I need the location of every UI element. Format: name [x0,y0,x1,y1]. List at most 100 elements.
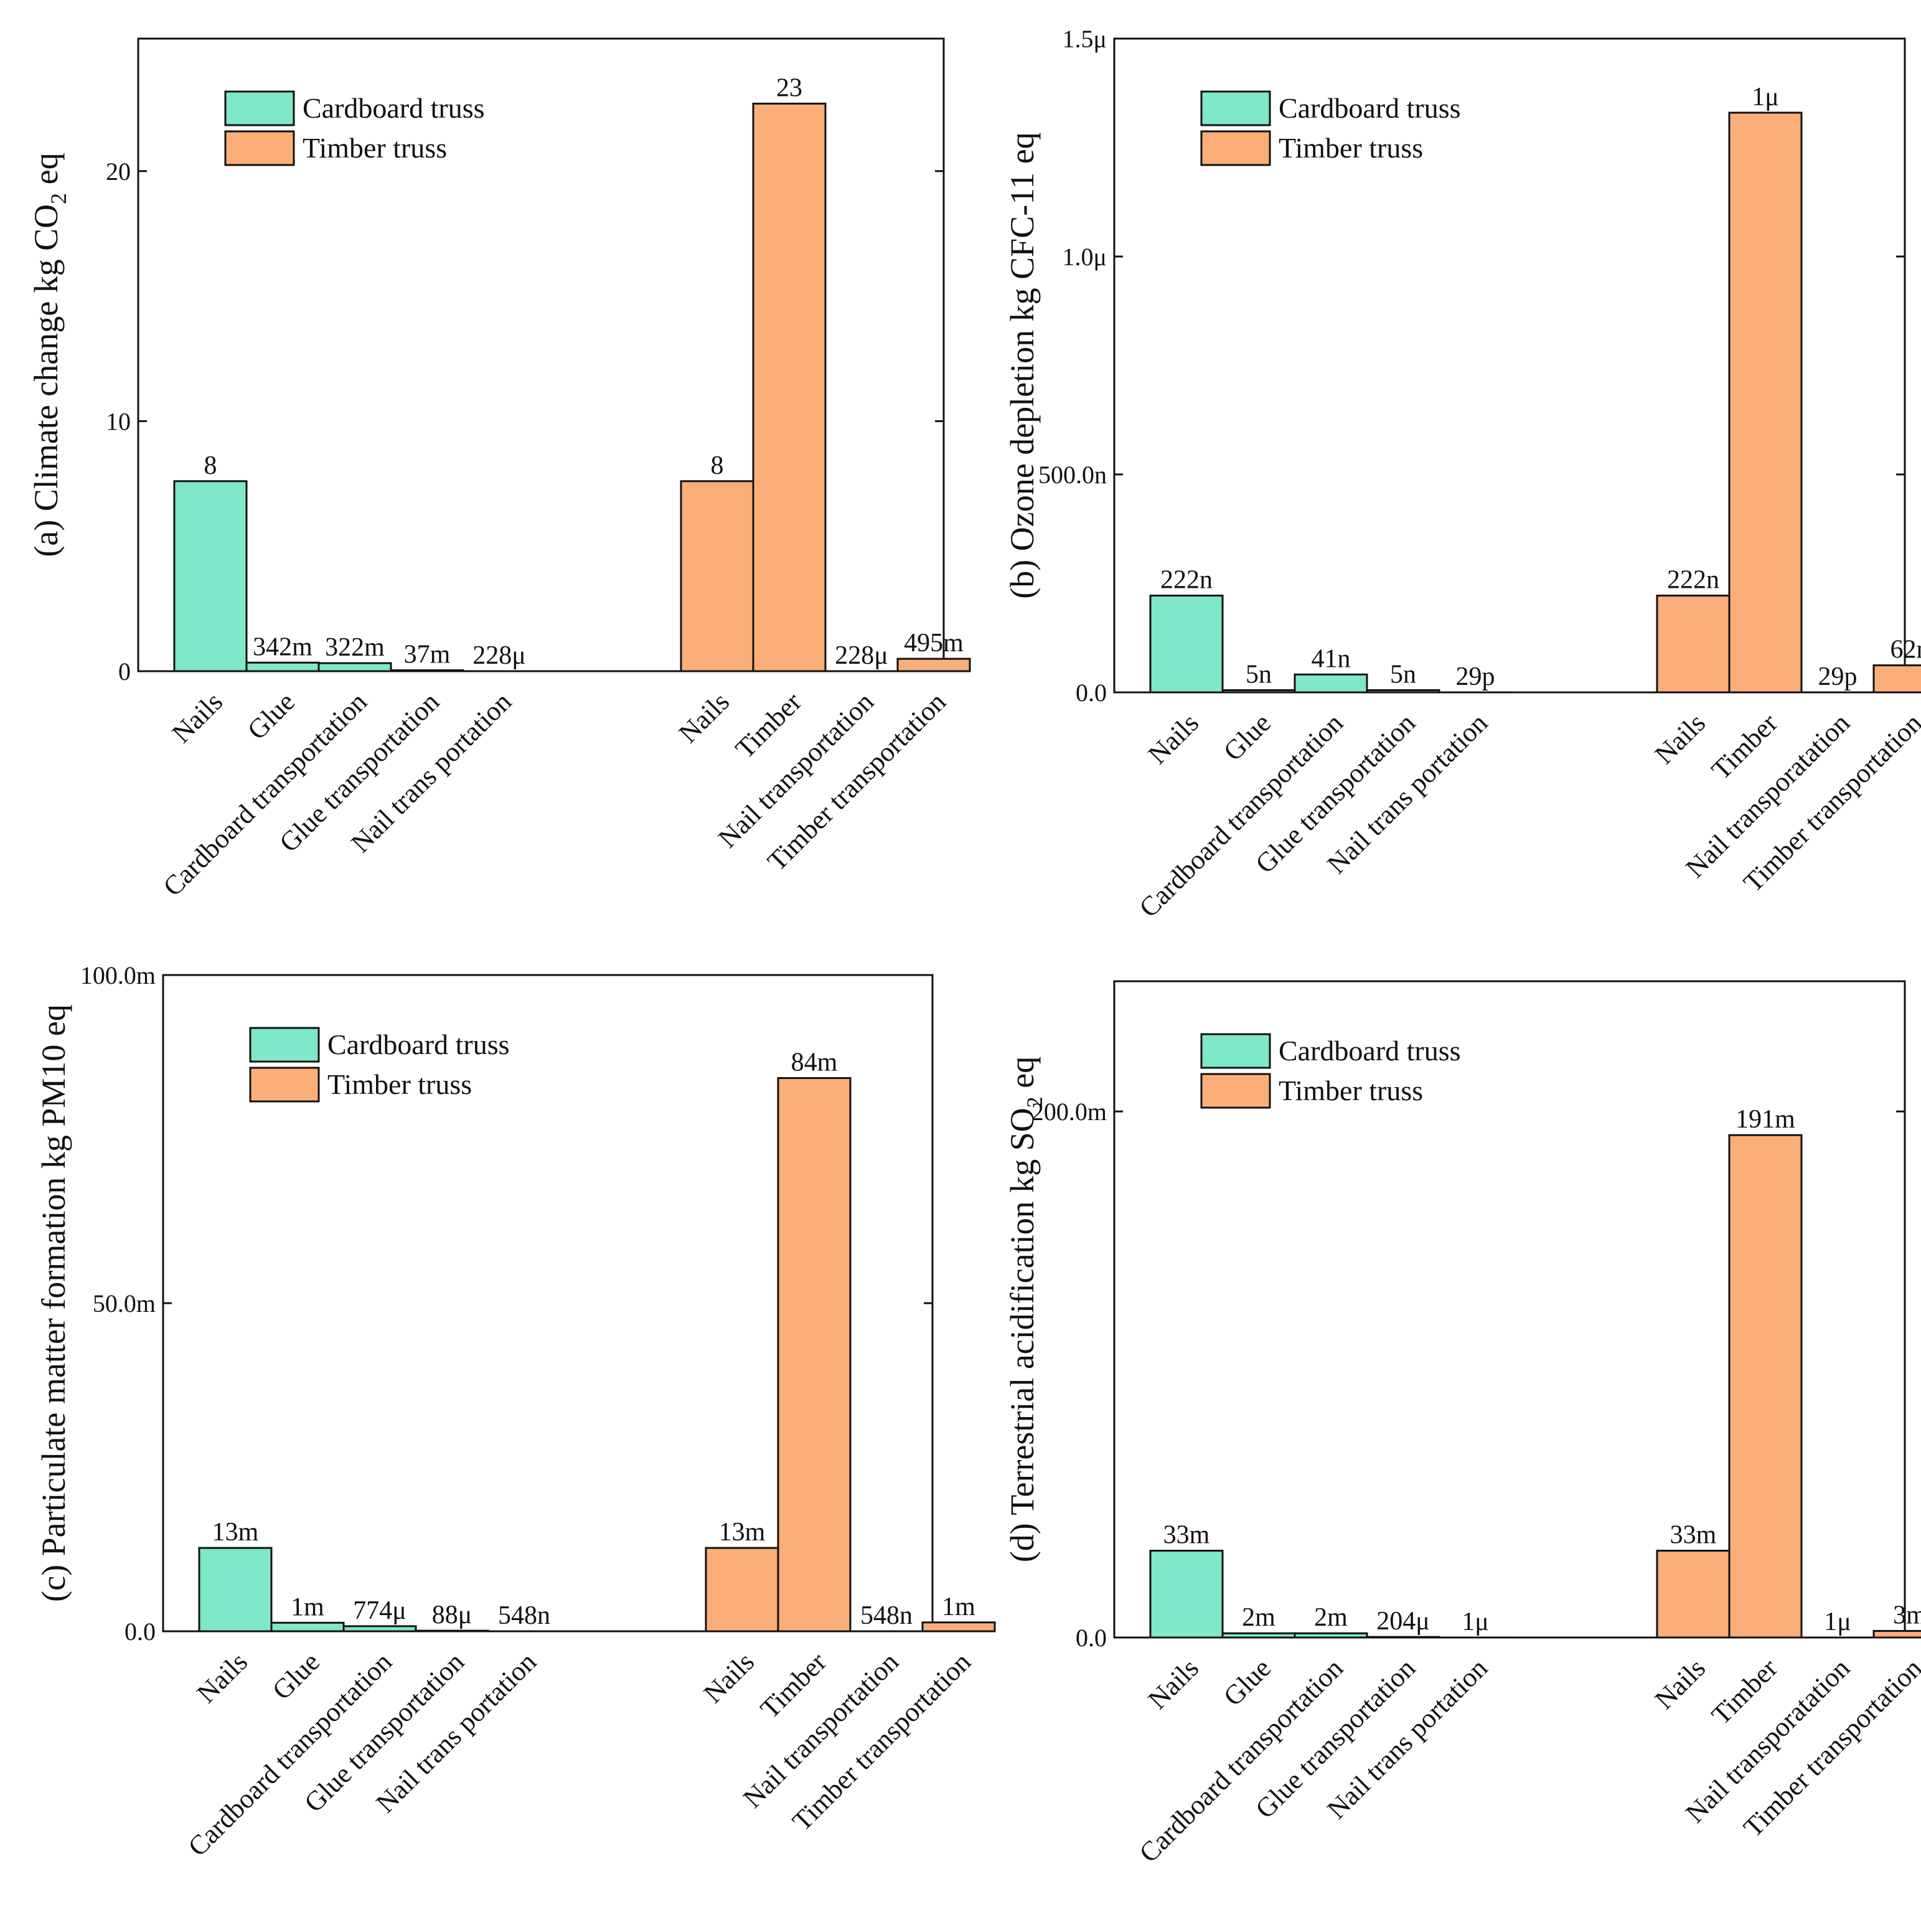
bar-cardboard-glue [245,661,320,672]
bar-timber-nails [1656,595,1731,694]
bar-value-label: 1μ [1824,1608,1851,1636]
legend-swatch-cardboard [1200,1033,1271,1069]
y-axis-title-end: eq [27,153,65,192]
legend: Cardboard truss Timber truss [1200,90,1461,166]
y-tick-label: 500.0n [1038,461,1107,489]
legend: Cardboard truss Timber truss [1200,1033,1461,1109]
bar-value-label: 23 [776,73,802,102]
legend-label-cardboard: Cardboard truss [1279,92,1461,124]
bar-timber-timber-transportation [1872,1629,1921,1639]
y-axis-title-subscript: 2 [1022,1096,1047,1108]
y-axis-title: (a) Climate change kg CO2 eq [27,153,71,557]
x-category-label: Nails [673,686,735,748]
bar-value-label: 2m [1242,1603,1275,1632]
bar-cardboard-nails [173,480,248,672]
bar-cardboard-cardboard-transportation [1294,673,1368,694]
y-tick-label: 1.0μ [1063,243,1107,271]
bar-value-label: 2m [1314,1603,1348,1632]
y-tick-label: 0.0 [1076,679,1107,707]
bar-value-label: 62n [1890,636,1921,664]
bar-value-label: 8 [711,451,724,480]
bar-value-label: 204μ [1376,1607,1430,1636]
y-tick-label: 0 [118,657,131,686]
bar-value-label: 322m [325,633,385,662]
bar-value-label: 1m [291,1593,324,1621]
legend-swatch-cardboard [1200,90,1271,126]
y-tick-label: 0.0 [1076,1624,1107,1652]
y-axis-title: (d) Terrestrial acidification kg SO2 eq [1003,1057,1047,1562]
bar-value-label: 1m [942,1593,975,1621]
legend-swatch-cardboard [249,1027,320,1063]
x-category-label: Glue [242,686,301,745]
bar-value-label: 33m [1670,1521,1717,1550]
y-tick-label: 10 [106,407,131,435]
legend-label-cardboard: Cardboard truss [1279,1035,1461,1067]
y-tick-label: 0.0 [124,1618,156,1646]
bar-cardboard-nails [1149,1550,1224,1639]
y-axis-title-main: (a) Climate change kg CO [27,204,65,557]
bar-cardboard-cardboard-transportation [317,662,392,672]
bar-cardboard-nails [1149,595,1224,694]
y-axis-title-end: eq [1003,1057,1041,1096]
bar-cardboard-glue [1221,689,1296,694]
bar-value-label: 5n [1390,661,1416,689]
legend-swatch-timber [249,1067,320,1103]
bar-value-label: 29p [1456,662,1495,691]
bar-timber-timber [777,1077,852,1633]
x-category-label: Nails [1142,707,1205,770]
y-axis-title-subscript: 2 [46,193,71,204]
y-tick-label: 50.0m [93,1289,156,1317]
legend-swatch-timber [1200,1073,1271,1109]
bar-value-label: 548n [498,1601,550,1630]
bar-value-label: 495m [904,629,964,657]
bar-value-label: 8 [204,451,217,480]
legend-label-cardboard: Cardboard truss [303,92,485,124]
bar-value-label: 84m [791,1048,838,1077]
bar-value-label: 33m [1163,1521,1210,1550]
bar-value-label: 1μ [1462,1608,1489,1636]
legend: Cardboard truss Timber truss [224,90,485,166]
legend-swatch-cardboard [224,90,295,126]
bar-timber-timber [752,102,827,672]
legend-label-cardboard: Cardboard truss [327,1029,510,1060]
y-axis-title-main: (b) Ozone depletion kg CFC-11 eq [1003,132,1041,598]
x-category-label: Glue [266,1646,326,1705]
bar-value-label: 37m [404,641,451,669]
legend: Cardboard truss Timber truss [249,1027,510,1103]
legend-label-timber: Timber truss [1279,132,1423,164]
bar-value-label: 222n [1667,566,1719,595]
bar-value-label: 13m [719,1518,766,1547]
bar-value-label: 342m [253,633,312,661]
y-tick-label: 100.0m [80,961,156,989]
x-category-label: Nails [166,686,228,748]
bar-value-label: 548n [860,1601,913,1630]
bar-timber-nails [680,480,754,672]
bar-cardboard-cardboard-transportation [1294,1632,1368,1639]
bar-timber-timber-transportation [896,657,971,672]
legend-swatch-timber [1200,130,1271,166]
legend-label-timber: Timber truss [1279,1075,1423,1106]
legend-label-timber: Timber truss [303,132,447,164]
bar-value-label: 41n [1312,644,1351,673]
bar-cardboard-glue-transportation [1366,689,1440,694]
x-category-label: Nails [1649,1652,1711,1715]
x-category-label: Nails [1649,707,1711,770]
x-category-label: Nails [191,1646,253,1708]
x-category-label: Nails [698,1646,760,1708]
bar-value-label: 29p [1818,662,1858,691]
bar-cardboard-nails [198,1547,273,1633]
bar-value-label: 1μ [1752,83,1779,111]
y-tick-label: 20 [106,158,131,186]
bar-value-label: 228μ [835,641,888,670]
plot-frame [137,37,945,672]
x-category-label: Glue [1218,1652,1277,1712]
x-category-label: Nails [1142,1652,1205,1715]
bar-timber-nails [1656,1550,1731,1639]
legend-label-timber: Timber truss [327,1068,472,1100]
bar-value-label: 13m [212,1518,259,1547]
bar-value-label: 191m [1735,1105,1795,1134]
bar-value-label: 3m [1893,1601,1921,1629]
